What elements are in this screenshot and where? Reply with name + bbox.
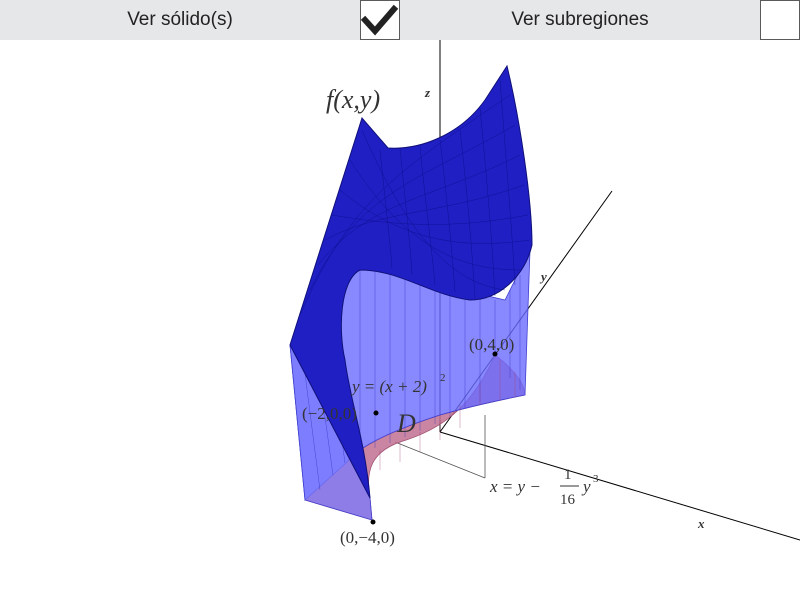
point-top: [492, 351, 498, 357]
surface-f: [289, 64, 533, 499]
x-axis: [439, 431, 800, 541]
svg-text:x = y −: x = y −: [489, 477, 541, 496]
svg-text:y: y: [581, 477, 591, 496]
svg-text:2: 2: [440, 372, 446, 384]
point-left: [373, 410, 379, 416]
curve-left-label: y = (x + 2) 2: [350, 372, 446, 396]
show-solids-label: Ver sólido(s): [127, 9, 233, 30]
svg-text:1: 1: [564, 467, 572, 483]
checkmark-icon: [361, 4, 399, 36]
point-bottom: [370, 519, 376, 525]
point-bottom-label: (0,−4,0): [340, 528, 395, 547]
function-label: f(x,y): [326, 85, 380, 114]
points: [370, 351, 498, 525]
show-subregions-checkbox[interactable]: [760, 0, 800, 40]
svg-text:16: 16: [560, 492, 576, 508]
svg-text:y = (x + 2): y = (x + 2): [350, 377, 427, 396]
show-solids-checkbox[interactable]: [360, 0, 400, 40]
point-left-label: (−2,0,0): [302, 404, 357, 423]
point-top-label: (0,4,0): [469, 335, 514, 354]
x-axis-label: x: [697, 516, 705, 531]
show-subregions-label: Ver subregiones: [511, 9, 649, 30]
region-label: D: [396, 409, 416, 438]
guide-lines: [394, 415, 486, 479]
toolbar: Ver sólido(s) Ver subregiones: [0, 0, 800, 40]
svg-text:3: 3: [593, 473, 599, 485]
labels: f(x,y) z y x D (0,4,0) (−2,0,0) (0,−4,0)…: [302, 85, 705, 547]
z-axis-label: z: [424, 85, 431, 100]
curve-right-label: x = y − 1 16 y 3: [489, 467, 599, 508]
y-axis-label: y: [539, 269, 547, 284]
